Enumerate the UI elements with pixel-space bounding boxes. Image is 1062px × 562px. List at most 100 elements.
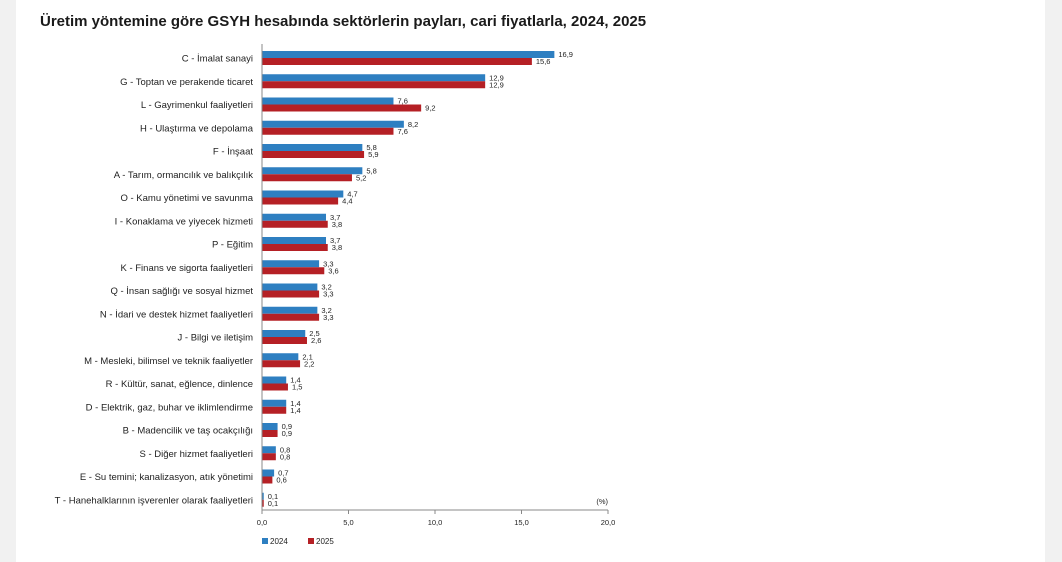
data-label-2024: 0,9 bbox=[282, 422, 292, 431]
data-label-2025: 1,4 bbox=[290, 406, 300, 415]
data-label-2024: 3,3 bbox=[323, 259, 333, 268]
bar-2024 bbox=[262, 446, 276, 454]
data-label-2024: 3,2 bbox=[321, 306, 331, 315]
bar-2024 bbox=[262, 74, 486, 82]
bar-2024 bbox=[262, 51, 555, 58]
data-label-2024: 5,8 bbox=[366, 166, 376, 175]
data-label-2025: 0,6 bbox=[276, 476, 286, 485]
bar-2024 bbox=[262, 167, 363, 175]
bar-2025 bbox=[262, 313, 320, 321]
category-label: B - Madencilik ve taş ocakçılığı bbox=[123, 426, 253, 437]
bar-2025 bbox=[262, 267, 325, 275]
bar-2024 bbox=[262, 144, 363, 151]
bar-2024 bbox=[262, 376, 287, 384]
data-label-2025: 0,1 bbox=[268, 499, 278, 508]
data-label-2025: 1,5 bbox=[292, 383, 302, 392]
data-label-2024: 0,1 bbox=[268, 492, 278, 501]
data-label-2024: 3,2 bbox=[321, 283, 331, 292]
x-tick-label: 5,0 bbox=[343, 518, 353, 527]
category-label: A - Tarım, ormancılık ve balıkçılık bbox=[114, 170, 253, 181]
bar-2025 bbox=[262, 383, 288, 391]
bar-2024 bbox=[262, 260, 320, 268]
bar-2024 bbox=[262, 97, 394, 105]
category-label: L - Gayrimenkul faaliyetleri bbox=[141, 100, 253, 111]
x-tick-label: 15,0 bbox=[514, 518, 529, 527]
chart-card: Üretim yöntemine göre GSYH hesabında sek… bbox=[16, 0, 1045, 562]
bar-2025 bbox=[262, 290, 320, 298]
bar-2025 bbox=[262, 337, 307, 344]
category-label: I - Konaklama ve yiyecek hizmeti bbox=[115, 216, 253, 227]
data-label-2024: 0,8 bbox=[280, 445, 290, 454]
unit-label: (%) bbox=[596, 497, 608, 506]
bar-2025 bbox=[262, 360, 301, 368]
bar-2025 bbox=[262, 406, 287, 414]
bar-2025 bbox=[262, 127, 394, 135]
data-label-2024: 7,6 bbox=[397, 97, 407, 106]
bar-2024 bbox=[262, 469, 275, 477]
bar-2024 bbox=[262, 353, 299, 361]
bar-2024 bbox=[262, 120, 404, 128]
bar-2025 bbox=[262, 476, 273, 484]
bar-2025 bbox=[262, 197, 339, 205]
x-tick-label: 10,0 bbox=[428, 518, 443, 527]
bar-chart: C - İmalat sanayi 16,9 15,6 G - Toptan ve p… bbox=[55, 44, 615, 546]
data-label-2025: 3,8 bbox=[332, 243, 342, 252]
data-label-2025: 15,6 bbox=[536, 57, 551, 66]
category-label: K - Finans ve sigorta faaliyetleri bbox=[120, 263, 253, 274]
bar-2024 bbox=[262, 492, 264, 500]
bar-2024 bbox=[262, 213, 327, 221]
data-label-2025: 3,3 bbox=[323, 290, 333, 299]
data-label-2024: 1,4 bbox=[290, 399, 300, 408]
data-label-2024: 2,5 bbox=[309, 329, 319, 338]
data-label-2025: 0,9 bbox=[282, 429, 292, 438]
bar-2025 bbox=[262, 499, 264, 507]
category-label: E - Su temini; kanalizasyon, atık yöneti… bbox=[80, 472, 253, 483]
bar-2024 bbox=[262, 306, 318, 314]
data-label-2024: 2,1 bbox=[302, 352, 312, 361]
legend-label-2024: 2024 bbox=[270, 537, 288, 546]
legend-swatch-2025 bbox=[308, 538, 314, 544]
bar-2025 bbox=[262, 81, 486, 89]
data-label-2025: 2,6 bbox=[311, 336, 321, 345]
category-label: D - Elektrik, gaz, buhar ve iklimlendirm… bbox=[86, 402, 253, 413]
category-label: S - Diğer hizmet faaliyetleri bbox=[139, 449, 253, 460]
bar-2025 bbox=[262, 174, 352, 182]
x-tick-label: 0,0 bbox=[257, 518, 267, 527]
data-label-2024: 1,4 bbox=[290, 376, 300, 385]
bar-2025 bbox=[262, 58, 532, 65]
category-label: F - İnşaat bbox=[213, 147, 253, 158]
category-label: C - İmalat sanayi bbox=[182, 54, 253, 65]
legend-swatch-2024 bbox=[262, 538, 268, 544]
category-label: G - Toptan ve perakende ticaret bbox=[120, 77, 253, 88]
data-label-2024: 0,7 bbox=[278, 469, 288, 478]
bar-2024 bbox=[262, 237, 327, 244]
data-label-2025: 7,6 bbox=[397, 127, 407, 136]
data-label-2025: 5,2 bbox=[356, 173, 366, 182]
category-label: T - Hanehalklarının işverenler olarak fa… bbox=[55, 495, 253, 506]
category-label: N - İdari ve destek hizmet faaliyetleri bbox=[100, 309, 253, 320]
bar-2024 bbox=[262, 423, 278, 430]
data-label-2024: 3,7 bbox=[330, 236, 340, 245]
bar-2024 bbox=[262, 399, 287, 407]
category-label: J - Bilgi ve iletişim bbox=[178, 333, 254, 344]
category-label: P - Eğitim bbox=[212, 240, 253, 251]
data-label-2025: 4,4 bbox=[342, 197, 352, 206]
category-label: Q - İnsan sağlığı ve sosyal hizmet bbox=[110, 286, 253, 297]
data-label-2025: 3,3 bbox=[323, 313, 333, 322]
data-label-2024: 5,8 bbox=[366, 143, 376, 152]
data-label-2025: 0,8 bbox=[280, 452, 290, 461]
legend-label-2025: 2025 bbox=[316, 537, 334, 546]
data-label-2024: 3,7 bbox=[330, 213, 340, 222]
category-label: H - Ulaştırma ve depolama bbox=[140, 123, 254, 134]
data-label-2025: 5,9 bbox=[368, 150, 378, 159]
bar-2025 bbox=[262, 104, 422, 112]
bar-2025 bbox=[262, 244, 328, 251]
data-label-2025: 3,6 bbox=[328, 266, 338, 275]
category-label: O - Kamu yönetimi ve savunma bbox=[120, 193, 253, 204]
data-label-2024: 4,7 bbox=[347, 190, 357, 199]
data-label-2024: 12,9 bbox=[489, 73, 504, 82]
bar-2025 bbox=[262, 430, 278, 437]
data-label-2024: 8,2 bbox=[408, 120, 418, 129]
bar-2025 bbox=[262, 453, 276, 461]
data-label-2025: 12,9 bbox=[489, 80, 504, 89]
